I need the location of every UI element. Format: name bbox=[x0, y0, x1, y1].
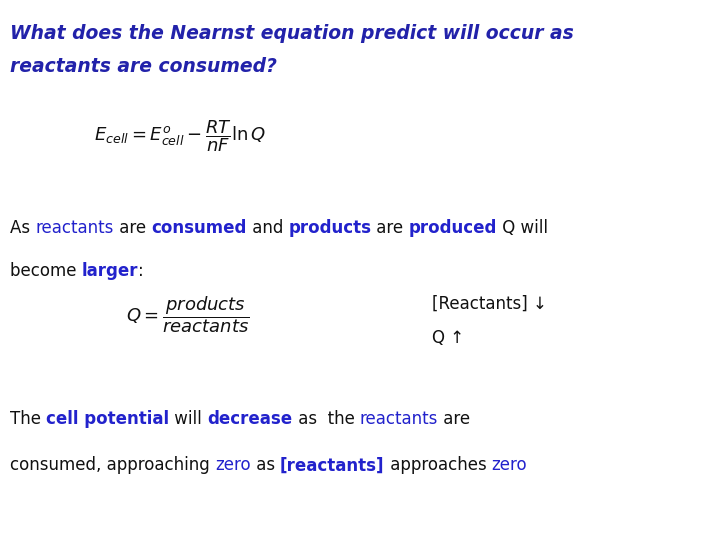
Text: What does the Nearnst equation predict will occur as: What does the Nearnst equation predict w… bbox=[10, 24, 574, 43]
Text: as: as bbox=[251, 456, 280, 474]
Text: are: are bbox=[114, 219, 151, 237]
Text: produced: produced bbox=[408, 219, 497, 237]
Text: larger: larger bbox=[82, 262, 138, 280]
Text: approaches: approaches bbox=[384, 456, 492, 474]
Text: and: and bbox=[246, 219, 288, 237]
Text: [reactants]: [reactants] bbox=[280, 456, 384, 474]
Text: The: The bbox=[10, 410, 46, 428]
Text: [Reactants] ↓: [Reactants] ↓ bbox=[432, 294, 547, 312]
Text: products: products bbox=[288, 219, 372, 237]
Text: reactants: reactants bbox=[35, 219, 114, 237]
Text: are: are bbox=[438, 410, 470, 428]
Text: reactants: reactants bbox=[360, 410, 438, 428]
Text: zero: zero bbox=[492, 456, 527, 474]
Text: are: are bbox=[372, 219, 408, 237]
Text: $\mathit{Q} = \dfrac{products}{reactants}$: $\mathit{Q} = \dfrac{products}{reactants… bbox=[126, 294, 250, 335]
Text: Q will: Q will bbox=[497, 219, 548, 237]
Text: become: become bbox=[10, 262, 82, 280]
Text: decrease: decrease bbox=[207, 410, 292, 428]
Text: will: will bbox=[169, 410, 207, 428]
Text: consumed: consumed bbox=[151, 219, 246, 237]
Text: :: : bbox=[138, 262, 144, 280]
Text: Q ↑: Q ↑ bbox=[432, 329, 464, 347]
Text: $\mathit{E}_{cell} = \mathit{E}^{o}_{cell} - \dfrac{RT}{nF}\ln Q$: $\mathit{E}_{cell} = \mathit{E}^{o}_{cel… bbox=[94, 119, 266, 154]
Text: cell potential: cell potential bbox=[46, 410, 169, 428]
Text: consumed, approaching: consumed, approaching bbox=[10, 456, 215, 474]
Text: As: As bbox=[10, 219, 35, 237]
Text: reactants are consumed?: reactants are consumed? bbox=[10, 57, 277, 76]
Text: as  the: as the bbox=[292, 410, 360, 428]
Text: zero: zero bbox=[215, 456, 251, 474]
